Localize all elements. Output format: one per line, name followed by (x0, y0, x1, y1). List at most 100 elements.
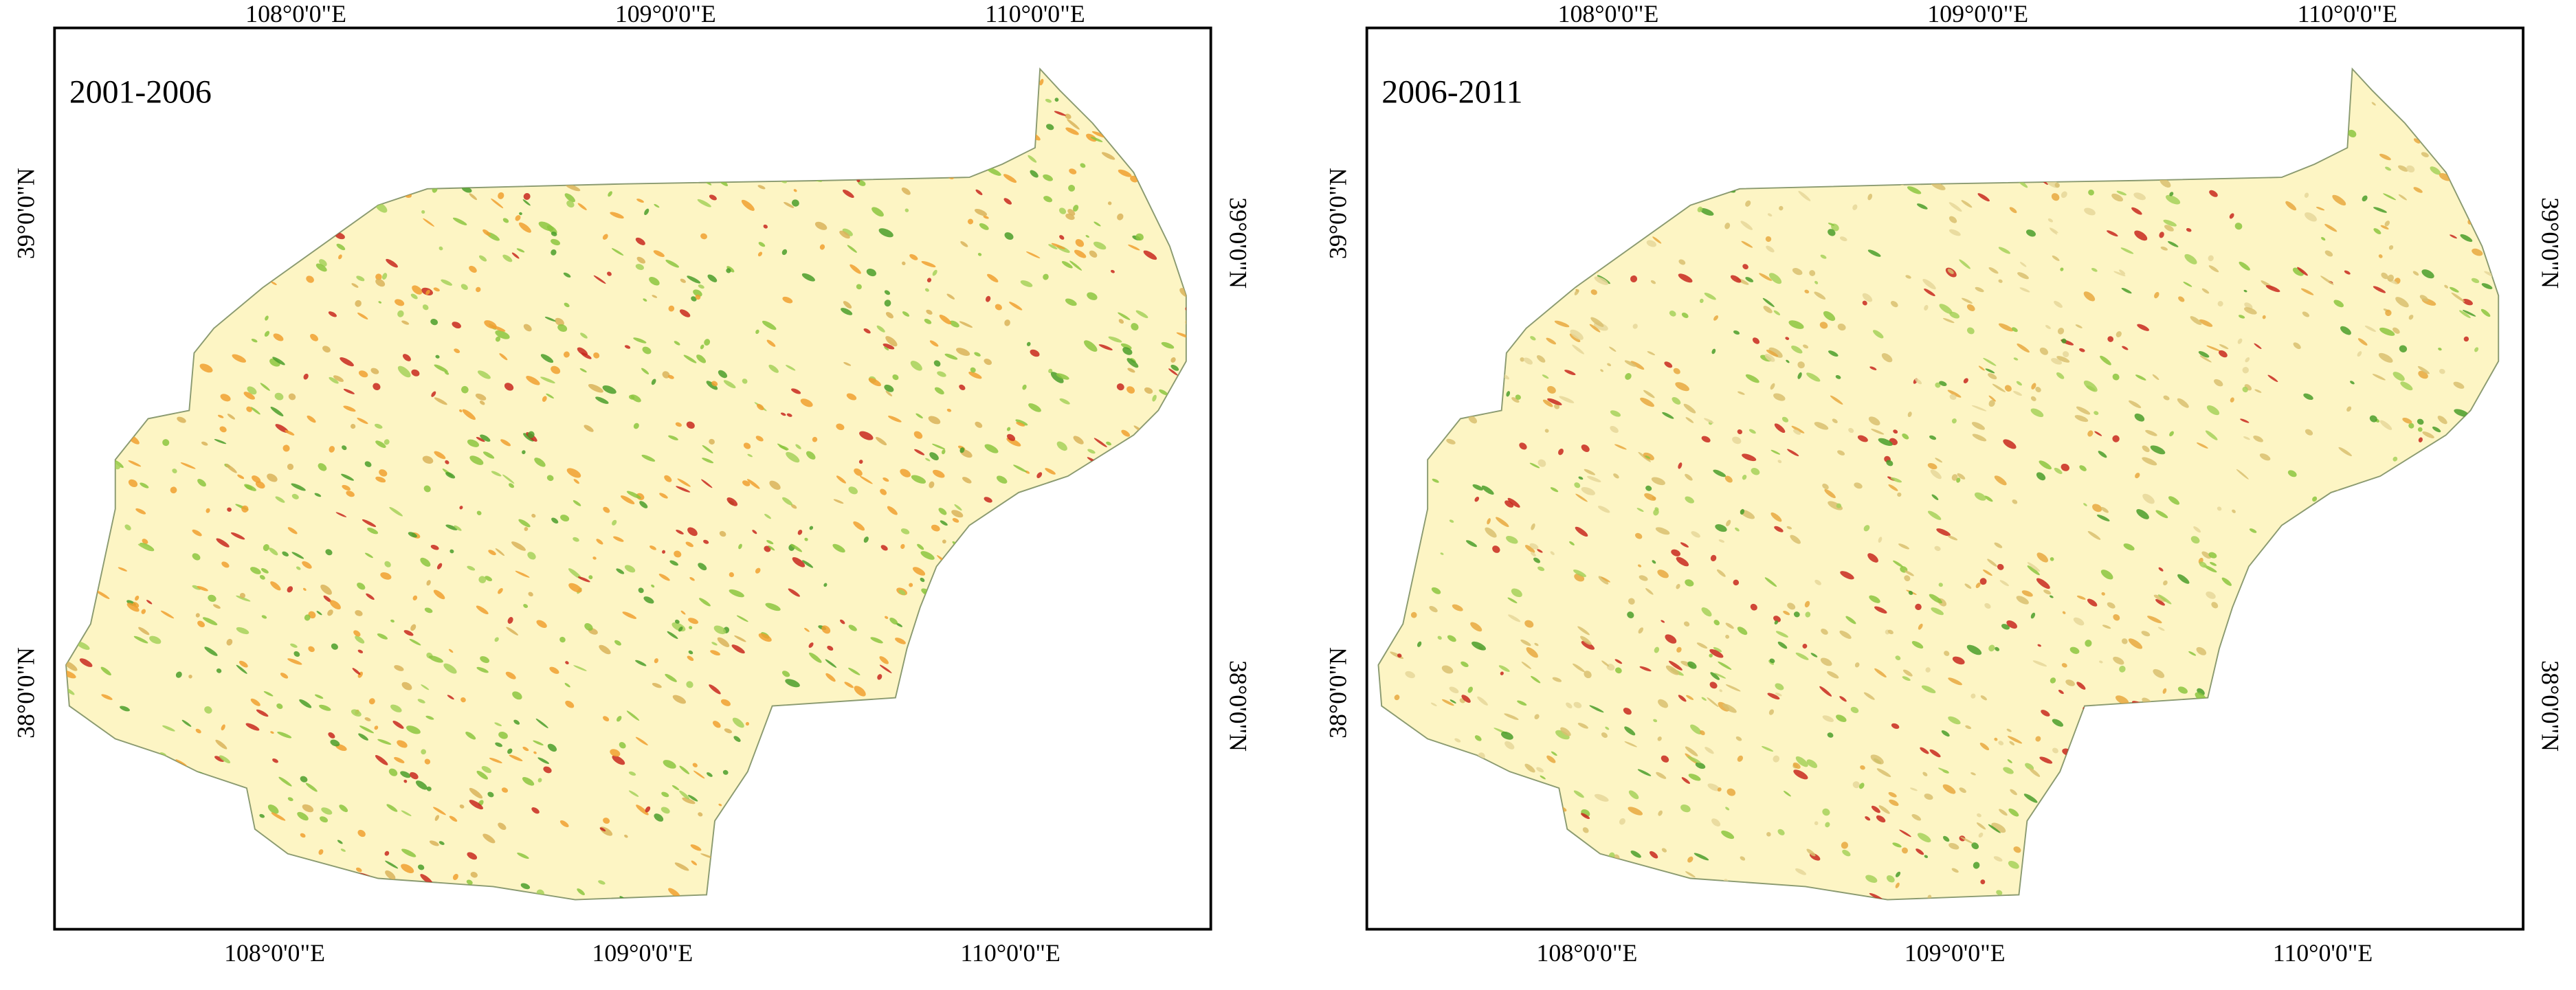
pixel-patch (425, 289, 430, 295)
pixel-patch (1534, 714, 1540, 719)
pixel-patch (352, 668, 361, 675)
pixel-patch (418, 864, 425, 870)
pixel-patch (1961, 200, 1973, 208)
pixel-patch (1553, 403, 1560, 409)
pixel-patch (599, 827, 606, 832)
pixel-patch (912, 567, 926, 576)
pixel-patch (1093, 438, 1107, 448)
pixel-patch (1570, 329, 1584, 340)
pixel-patch (1713, 469, 1726, 477)
pixel-patch (1806, 759, 1818, 768)
pixel-patch (239, 592, 245, 598)
pixel-patch (1101, 152, 1115, 160)
pixel-patch (2100, 355, 2111, 365)
pixel-patch (476, 666, 489, 673)
pixel-patch (1542, 374, 1549, 379)
pixel-patch (410, 293, 418, 300)
pixel-patch (2073, 617, 2085, 626)
pixel-patch (523, 604, 529, 608)
pixel-patch (1775, 693, 1782, 697)
pixel-patch (1650, 851, 1658, 859)
pixel-patch (1575, 493, 1588, 502)
pixel-patch (494, 637, 499, 642)
pixel-patch (378, 301, 382, 304)
pixel-patch (1410, 611, 1417, 618)
pixel-patch (1966, 644, 1982, 655)
pixel-patch (2083, 380, 2098, 392)
pixel-patch (1117, 213, 1124, 221)
pixel-patch (498, 192, 504, 199)
pixel-patch (1159, 389, 1168, 396)
pixel-patch (527, 552, 536, 560)
pixel-patch (1931, 494, 1939, 500)
pixel-patch (2348, 129, 2357, 138)
pixel-patch (2379, 327, 2395, 336)
pixel-patch (480, 656, 490, 664)
pixel-patch (2057, 328, 2065, 335)
pixel-patch (355, 635, 365, 644)
pixel-patch (1449, 519, 1454, 523)
pixel-patch (433, 287, 440, 292)
pixel-patch (1523, 357, 1533, 365)
pixel-patch (1661, 848, 1667, 853)
pixel-patch (2094, 431, 2102, 436)
pixel-patch (1722, 704, 1737, 713)
pixel-patch (359, 725, 375, 734)
pixel-patch (1828, 229, 1836, 236)
pixel-patch (1501, 731, 1513, 740)
pixel-patch (626, 710, 640, 721)
pixel-patch (2242, 386, 2248, 393)
pixel-patch (2016, 596, 2029, 605)
pixel-patch (791, 199, 799, 207)
pixel-patch (1959, 787, 1966, 794)
pixel-patch (291, 493, 299, 499)
pixel-patch (2471, 278, 2480, 284)
pixel-patch (1819, 686, 1832, 697)
pixel-patch (1839, 236, 1847, 242)
pixel-patch (1862, 300, 1867, 306)
pixel-patch (1767, 693, 1780, 700)
pixel-patch (1948, 216, 1957, 223)
pixel-patch (2383, 193, 2397, 201)
pixel-patch (1878, 537, 1883, 543)
pixel-patch (523, 192, 531, 200)
pixel-patch (2163, 580, 2168, 586)
pixel-patch (1065, 213, 1075, 221)
pixel-patch (1003, 198, 1012, 205)
pixel-patch (689, 576, 695, 581)
pixel-patch (913, 431, 923, 439)
pixel-patch (1051, 243, 1066, 249)
pixel-patch (902, 311, 910, 317)
pixel-patch (1854, 482, 1863, 489)
pixel-patch (264, 330, 270, 337)
pixel-patch (1979, 743, 1990, 751)
pixel-patch (564, 351, 570, 358)
pixel-patch (619, 742, 626, 749)
pixel-patch (1405, 671, 1415, 679)
pixel-patch (2305, 212, 2317, 222)
pixel-patch (1908, 590, 1913, 596)
pixel-patch (636, 199, 644, 203)
pixel-patch (1089, 250, 1098, 258)
pixel-patch (2158, 567, 2164, 572)
pixel-patch (2481, 283, 2493, 289)
pixel-patch (1733, 579, 1740, 586)
pixel-patch (2019, 287, 2030, 293)
pixel-patch (1634, 532, 1643, 539)
pixel-patch (1814, 579, 1821, 585)
pixel-patch (318, 463, 327, 471)
pixel-patch (1560, 727, 1571, 736)
pixel-patch (1004, 232, 1014, 240)
pixel-patch (401, 848, 417, 857)
pixel-patch (565, 700, 575, 708)
pixel-patch (2219, 350, 2228, 358)
pixel-patch (1895, 871, 1901, 877)
pixel-patch (1905, 570, 1914, 576)
pixel-patch (540, 376, 555, 383)
pixel-patch (1777, 641, 1788, 649)
pixel-patch (1454, 738, 1461, 743)
pixel-patch (2287, 470, 2297, 477)
pixel-patch (1892, 842, 1902, 848)
pixel-patch (854, 468, 863, 476)
pixel-patch (1824, 488, 1836, 499)
